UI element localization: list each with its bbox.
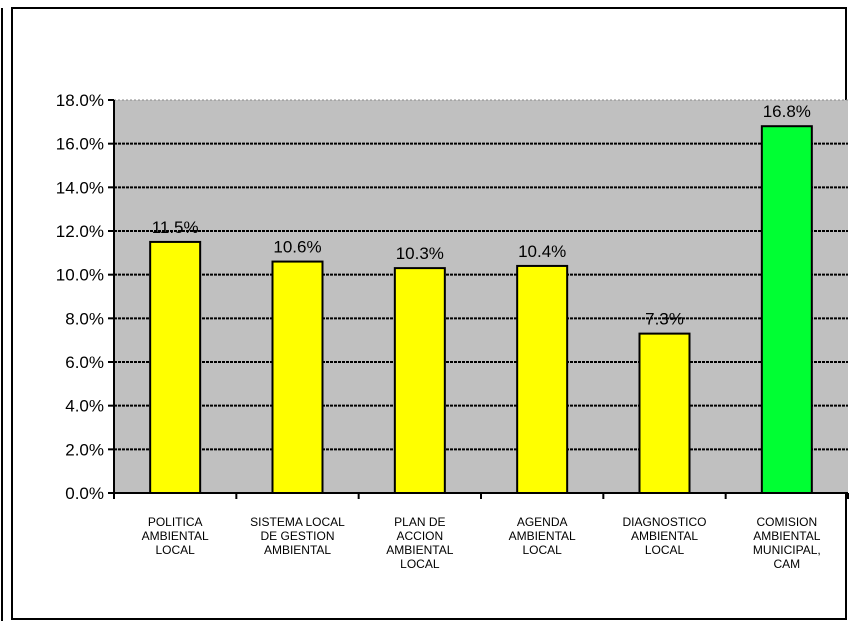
y-tick-label-3: 6.0% bbox=[65, 353, 104, 372]
y-tick-label-4: 8.0% bbox=[65, 309, 104, 328]
bar-3 bbox=[516, 264, 569, 494]
data-label-5: 16.8% bbox=[763, 102, 811, 121]
y-tick-label-5: 10.0% bbox=[56, 266, 104, 285]
y-tick-label-2: 4.0% bbox=[65, 397, 104, 416]
bar-2 bbox=[393, 267, 446, 494]
category-label-5: COMISION AMBIENTAL MUNICIPAL, CAM bbox=[753, 515, 821, 571]
bar-1 bbox=[271, 260, 324, 495]
axes-group bbox=[108, 99, 849, 499]
category-label-0: POLITICA AMBIENTAL LOCAL bbox=[142, 515, 209, 557]
data-label-0: 11.5% bbox=[152, 218, 199, 237]
bars-group bbox=[149, 125, 813, 495]
category-label-4: DIAGNOSTICO AMBIENTAL LOCAL bbox=[622, 515, 706, 557]
category-label-2: PLAN DE ACCION AMBIENTAL LOCAL bbox=[386, 515, 453, 571]
y-tick-label-6: 12.0% bbox=[56, 222, 104, 241]
y-tick-label-0: 0.0% bbox=[65, 484, 104, 503]
category-label-1: SISTEMA LOCAL DE GESTION AMBIENTAL bbox=[250, 515, 345, 557]
gridlines-group bbox=[114, 99, 848, 451]
bar-5 bbox=[760, 125, 813, 494]
data-label-2: 10.3% bbox=[396, 244, 444, 263]
y-tick-label-9: 18.0% bbox=[56, 91, 104, 110]
y-tick-label-7: 14.0% bbox=[56, 178, 104, 197]
data-label-1: 10.6% bbox=[273, 238, 321, 257]
labels-group: 11.5% POLITICA AMBIENTAL LOCAL 10.6% SISTEMA … bbox=[56, 91, 821, 571]
data-label-4: 7.3% bbox=[645, 310, 684, 329]
category-label-3: AGENDA AMBIENTAL LOCAL bbox=[509, 515, 576, 557]
y-tick-label-8: 16.0% bbox=[56, 135, 104, 154]
data-label-3: 10.4% bbox=[518, 242, 566, 261]
bar-0 bbox=[149, 240, 202, 494]
plot-area bbox=[114, 100, 848, 493]
plot-area-group bbox=[114, 100, 848, 493]
bar-4 bbox=[638, 332, 691, 494]
y-tick-label-1: 2.0% bbox=[65, 440, 104, 459]
